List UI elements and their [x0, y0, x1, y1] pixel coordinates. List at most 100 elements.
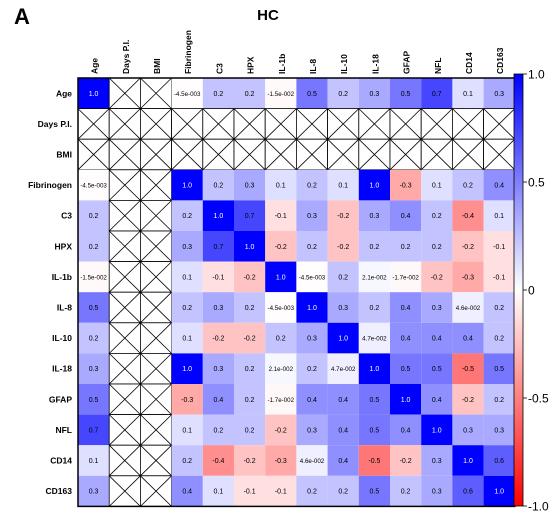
cell-value-label: -0.2: [275, 244, 287, 251]
heatmap-cell: [78, 169, 110, 201]
cell-value-label: 0.1: [432, 183, 442, 190]
cell-value-label: 0.2: [182, 305, 192, 312]
heatmap-cell: [421, 261, 453, 293]
heatmap-cell: [202, 353, 234, 384]
heatmap-cell: [421, 353, 453, 384]
heatmap-cell: [234, 292, 266, 323]
missing-cell: [108, 352, 141, 385]
heatmap-cell: [452, 414, 484, 446]
heatmap-cell: [327, 231, 359, 262]
heatmap-cell: [452, 200, 484, 231]
heatmap-cell: [358, 292, 390, 323]
row-labels: Age Days P.I. BMI Fibrinogen C3 HPX IL-1b IL-8 I…: [28, 88, 72, 496]
cell-value-label: 0.6: [494, 458, 504, 465]
column-labels: Age Days P.I. BMI Fibrinogen C3 HPX IL-1b IL-8 I…: [90, 30, 506, 74]
row-label-il-1b: IL-1b: [52, 272, 72, 282]
cell-value-label: -0.1: [244, 489, 256, 496]
heatmap-cell: [265, 169, 297, 201]
column-label-il-10: IL-10: [339, 54, 349, 74]
heatmap-cell: [327, 475, 359, 507]
cell-value-label: 0.3: [214, 305, 224, 312]
heatmap-cell: [202, 231, 234, 262]
missing-cell: [139, 199, 172, 232]
cell-value-label: 4.7e-002: [331, 366, 356, 373]
missing-cell: [451, 138, 484, 171]
heatmap-cell: [234, 78, 266, 109]
cell-value-label: 0.2: [245, 427, 255, 434]
heatmap-cell: [483, 200, 515, 231]
cell-value-label: 0.2: [494, 397, 504, 404]
cell-value-label: 2.1e-002: [362, 274, 387, 281]
cell-value-label: 0.3: [432, 458, 442, 465]
missing-cell: [233, 108, 266, 140]
heatmap-cell: [171, 200, 203, 231]
column-label-days-p-i: Days P.I.: [121, 40, 131, 74]
missing-cell: [108, 77, 141, 110]
heatmap-cell: [296, 261, 328, 293]
missing-cell: [264, 108, 297, 140]
heatmap-cell: [171, 353, 203, 384]
heatmap-cell: [390, 292, 422, 323]
heatmap-cell: [265, 78, 297, 109]
heatmap-cell: [296, 384, 328, 415]
cell-value-label: 0.3: [89, 366, 99, 373]
heatmap-cell: [202, 200, 234, 231]
cell-value-label: -0.2: [275, 427, 287, 434]
missing-cell: [327, 108, 360, 140]
missing-cell: [108, 475, 141, 507]
heatmap-cell: [327, 169, 359, 201]
heatmap-cell: [421, 445, 453, 476]
heatmap-cell: [452, 169, 484, 201]
heatmap-cell: [234, 322, 266, 354]
heatmap-cell: [171, 169, 203, 201]
cell-value-label: 0.3: [307, 336, 317, 343]
row-label-days-p-i: Days P.I.: [38, 119, 72, 129]
column-label-age: Age: [90, 58, 100, 74]
cell-value-label: 0.3: [338, 305, 348, 312]
missing-cell: [139, 169, 172, 201]
cell-value-label: 0.6: [463, 489, 473, 496]
column-label-il-1b: IL-1b: [277, 54, 287, 74]
cell-value-label: 0.2: [494, 336, 504, 343]
heatmap-cell: [234, 475, 266, 507]
heatmap-cell: [390, 475, 422, 507]
cell-value-label: 0.4: [182, 489, 192, 496]
cell-value-label: 0.5: [370, 427, 380, 434]
heatmap-cell: [358, 169, 390, 201]
heatmap-cell: [358, 445, 390, 476]
cell-value-label: 0.4: [307, 397, 317, 404]
panel-label: A: [14, 4, 30, 29]
cell-value-label: -0.2: [337, 244, 349, 251]
cell-value-label: 0.1: [182, 336, 192, 343]
missing-cell: [108, 138, 141, 171]
cell-value-label: 0.2: [245, 305, 255, 312]
heatmap-cell: [483, 292, 515, 323]
heatmap-cell: [171, 414, 203, 446]
heatmap-cell: [421, 384, 453, 415]
cell-value-label: 0.7: [214, 244, 224, 251]
cell-value-label: 0.5: [494, 366, 504, 373]
cell-value-label: 0.1: [494, 213, 504, 220]
missing-cell: [358, 108, 391, 140]
heatmap-cell: [296, 414, 328, 446]
cell-value-label: -0.1: [493, 244, 505, 251]
missing-cell: [77, 108, 110, 140]
column-label-cd14: CD14: [464, 52, 474, 74]
cell-value-label: 0.3: [432, 305, 442, 312]
heatmap-cell: [171, 475, 203, 507]
cell-value-label: 0.2: [307, 244, 317, 251]
heatmap-cell: [78, 353, 110, 384]
cell-value-label: -0.1: [212, 274, 224, 281]
row-label-il-10: IL-10: [52, 333, 72, 343]
heatmap-cell: [171, 78, 203, 109]
heatmap-cell: [234, 200, 266, 231]
cell-value-label: 0.3: [432, 489, 442, 496]
heatmap-cell: [234, 414, 266, 446]
heatmap-cell: [296, 78, 328, 109]
missing-cell: [139, 322, 172, 354]
cell-value-label: 4.6e-002: [300, 458, 325, 465]
colorbar-tick-label: -0.5: [528, 392, 549, 406]
cell-value-label: 1.0: [214, 213, 224, 220]
cell-value-label: -0.3: [275, 458, 287, 465]
